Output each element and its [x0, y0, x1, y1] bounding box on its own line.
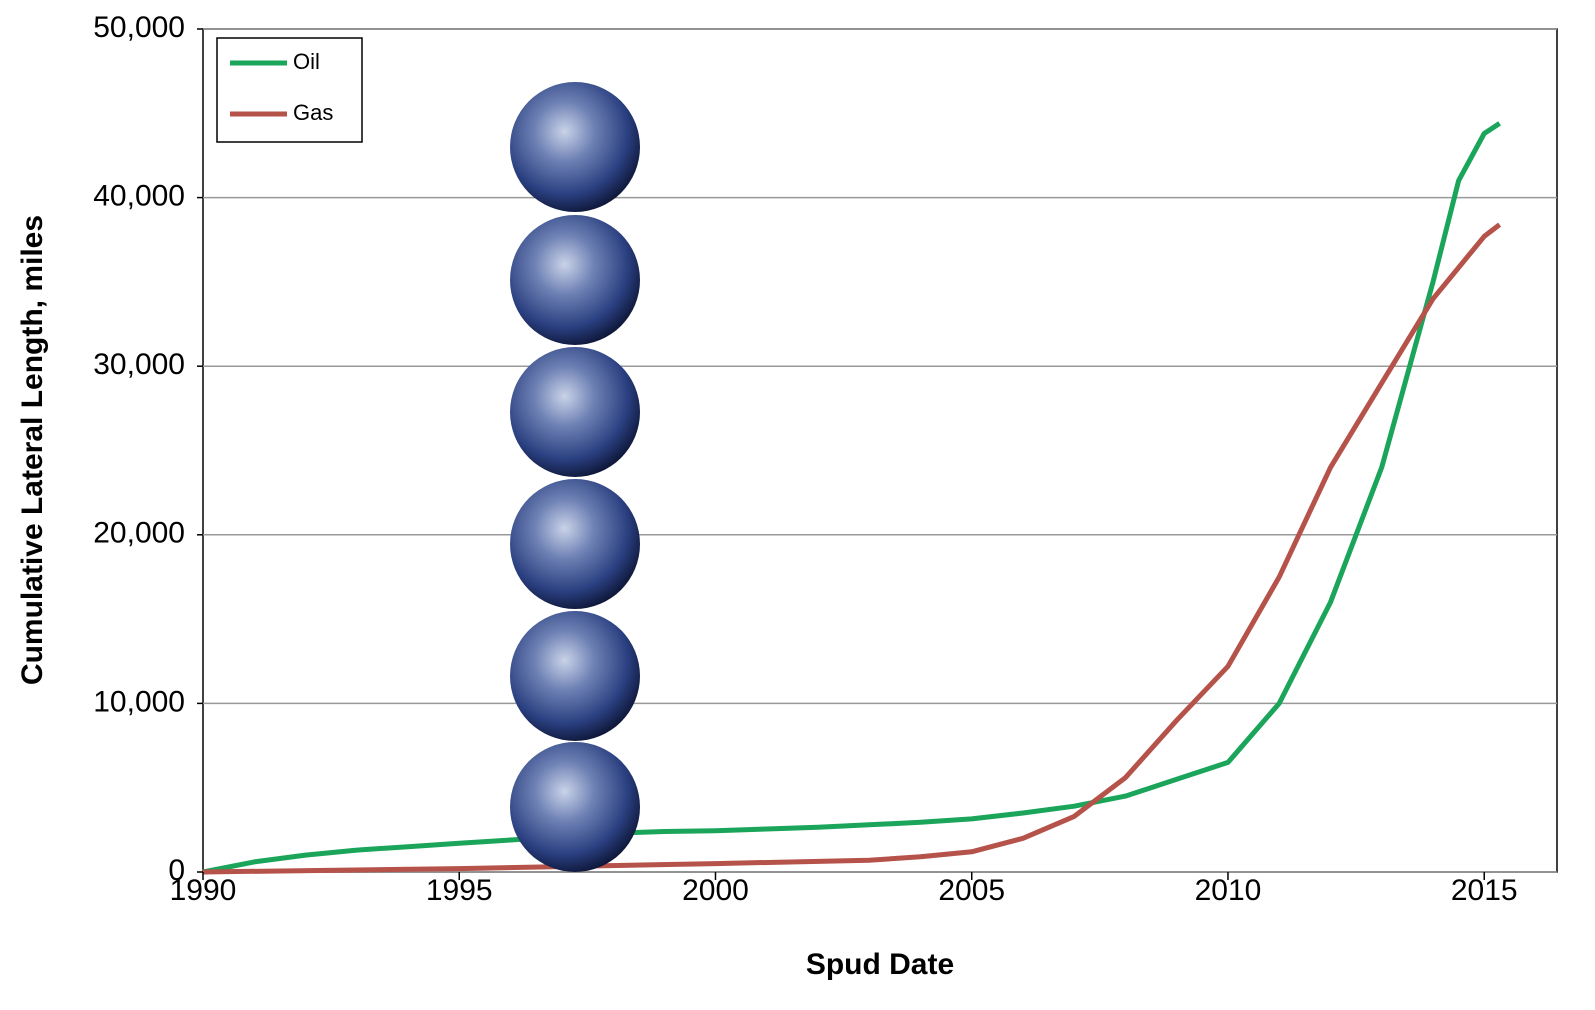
line-series — [202, 121, 1501, 875]
y-tick-label: 30,000 — [93, 348, 185, 381]
y-tick-label: 20,000 — [93, 517, 185, 550]
legend-label: Gas — [293, 100, 333, 125]
globe — [510, 215, 640, 345]
plot-frame — [202, 28, 1558, 873]
globe — [510, 742, 640, 872]
globe-stack — [510, 82, 640, 872]
line-series — [202, 222, 1502, 875]
legend-box — [216, 37, 363, 143]
y-tick-label: 40,000 — [93, 180, 185, 213]
globe — [510, 611, 640, 741]
globe — [510, 347, 640, 477]
x-axis-title: Spud Date — [806, 948, 954, 981]
y-axis-title: Cumulative Lateral Length, miles — [16, 215, 49, 685]
legend-label: Oil — [293, 49, 320, 74]
globe — [510, 82, 640, 212]
y-tick-label: 10,000 — [93, 685, 185, 718]
globe — [510, 479, 640, 609]
y-tick-label: 50,000 — [93, 11, 185, 44]
y-tick-label: 0 — [168, 854, 185, 887]
